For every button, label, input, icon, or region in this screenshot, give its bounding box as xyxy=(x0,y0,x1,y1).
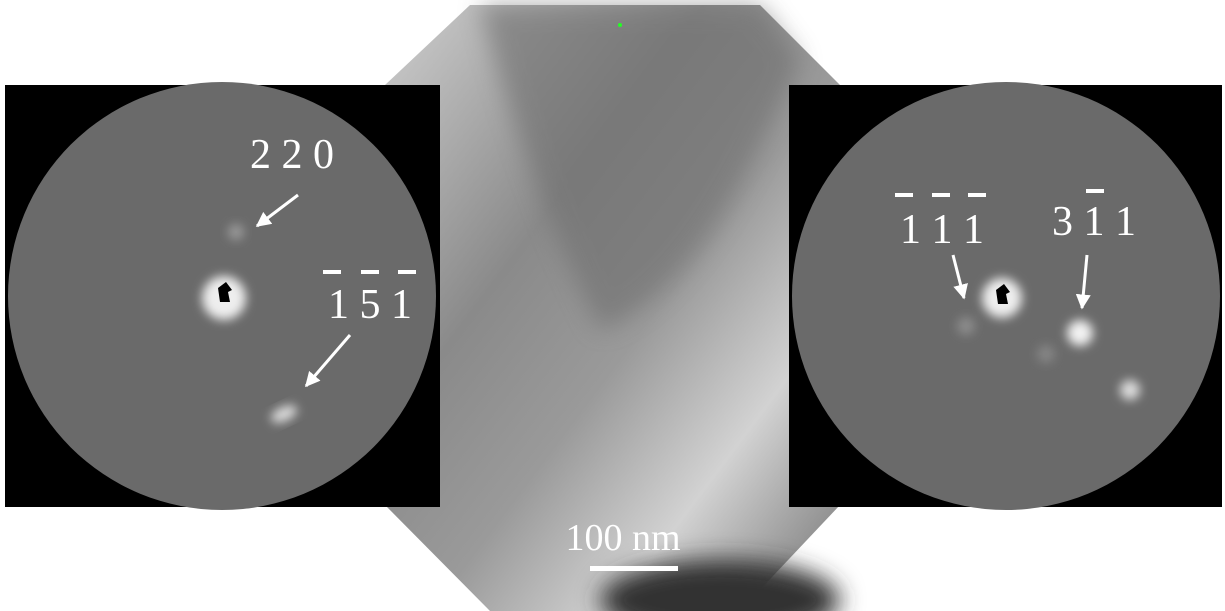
page: 2 2 0 1 5 1 1 1 1 3 1 1 100 nm (() => { … xyxy=(0,0,1225,611)
overbar xyxy=(1086,189,1104,193)
index-label: 3 1 1 xyxy=(1052,199,1136,245)
index-label: 1 1 1 xyxy=(900,207,984,253)
scale-bar xyxy=(590,566,678,571)
figure: 2 2 0 1 5 1 1 1 1 3 1 1 100 nm xyxy=(0,0,1225,611)
spot xyxy=(1037,345,1055,363)
overbars xyxy=(323,270,416,274)
spot xyxy=(1120,380,1140,400)
index-label: 2 2 0 xyxy=(250,132,334,178)
marker-dot xyxy=(618,23,622,27)
spot xyxy=(957,317,975,335)
overbars xyxy=(895,193,986,197)
scale-label: 100 nm xyxy=(565,517,680,559)
spot xyxy=(1067,320,1093,346)
index-label: 1 5 1 xyxy=(328,282,412,328)
spot xyxy=(228,224,244,240)
